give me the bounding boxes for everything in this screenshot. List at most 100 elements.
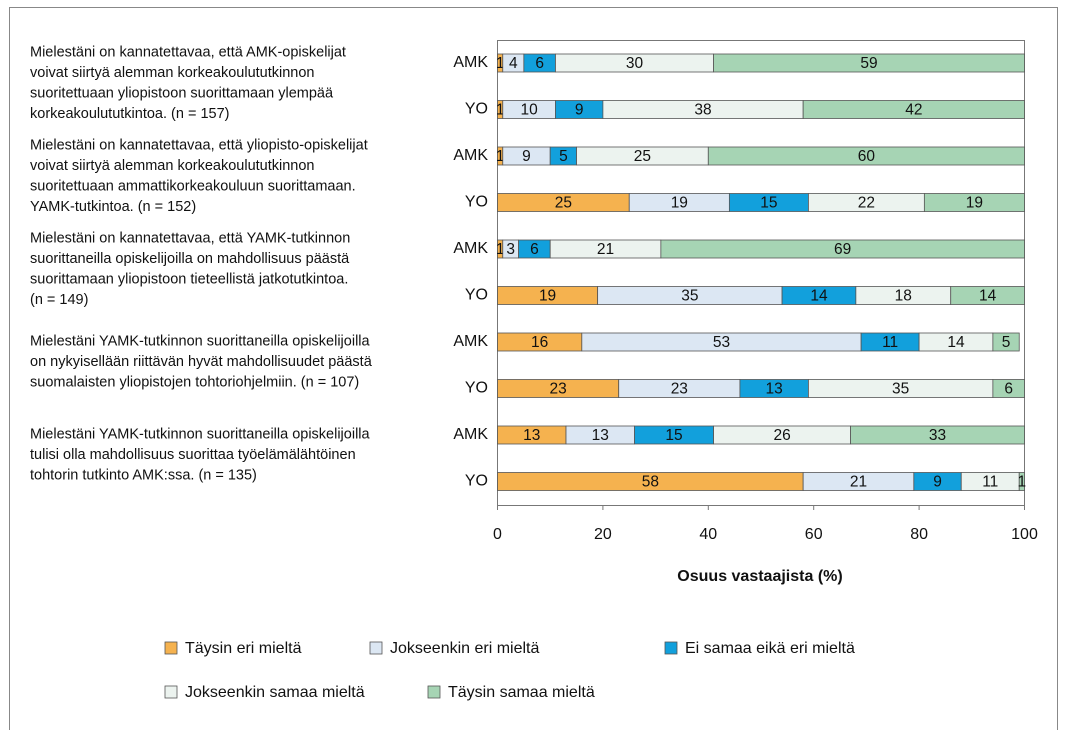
legend-label: Jokseenkin eri mieltä <box>390 640 540 657</box>
category-label: YO <box>465 101 488 118</box>
statement-line: suomalaisten yliopistojen tohtoriohjelmi… <box>30 375 359 391</box>
value-label: 38 <box>694 102 711 119</box>
value-label: 21 <box>597 241 614 258</box>
frame <box>9 7 1058 730</box>
value-label: 9 <box>575 102 584 119</box>
category-label: YO <box>465 287 488 304</box>
value-label: 6 <box>1004 381 1013 398</box>
value-label: 9 <box>522 148 531 165</box>
statement-line: suoritettuaan yliopistoon suorittamaan y… <box>30 85 334 101</box>
value-label: 13 <box>523 427 540 444</box>
legend-swatch <box>164 641 178 655</box>
value-label: 35 <box>681 288 698 305</box>
value-label: 11 <box>982 474 998 491</box>
statement-line: Mielestäni YAMK-tutkinnon suorittaneilla… <box>30 427 371 443</box>
value-label: 58 <box>642 474 659 491</box>
bar-segment <box>950 286 1025 305</box>
value-label: 14 <box>947 334 965 351</box>
statement-line: suorittamaan yliopistoon tieteellistä ja… <box>30 271 348 287</box>
bar-segment <box>992 379 1025 398</box>
statement-line: suoritettuaan ammattikorkeakouluun suori… <box>30 178 356 194</box>
legend-label: Ei samaa eikä eri mieltä <box>685 640 855 657</box>
value-label: 23 <box>671 381 688 398</box>
value-label: 19 <box>539 288 556 305</box>
statement-line: (n = 149) <box>30 292 88 308</box>
plot-area <box>497 40 1025 506</box>
value-label: 1 <box>496 148 505 165</box>
statement-line: suorittaneilla opiskelijoilla on mahdoll… <box>30 251 350 267</box>
bar-segment <box>992 332 1020 352</box>
value-label: 15 <box>665 427 682 444</box>
value-label: 5 <box>1002 334 1011 351</box>
category-label: YO <box>465 380 488 397</box>
x-axis-label: Osuus vastaajista (%) <box>677 568 842 585</box>
value-label: 1 <box>1018 474 1027 491</box>
legend-swatch <box>164 685 178 699</box>
category-label: YO <box>465 473 488 490</box>
x-tick-label: 20 <box>594 526 612 543</box>
bar-segment <box>707 146 1025 166</box>
value-label: 6 <box>530 241 539 258</box>
value-label: 10 <box>520 102 538 119</box>
value-label: 1 <box>496 102 505 119</box>
legend-label: Täysin samaa mieltä <box>448 684 595 701</box>
statement-line: on nykyisellään riittävän hyvät mahdolli… <box>30 354 373 370</box>
statement-line: Mielestäni YAMK-tutkinnon suorittaneilla… <box>30 334 371 350</box>
value-label: 9 <box>933 474 942 491</box>
statement-line: voivat siirtyä alemman korkeakoulututkin… <box>30 158 315 174</box>
value-label: 60 <box>858 148 876 165</box>
value-label: 15 <box>760 195 777 212</box>
x-tick-label: 0 <box>493 526 502 543</box>
bar-segment <box>713 53 1025 73</box>
value-label: 30 <box>626 55 644 72</box>
value-label: 11 <box>882 334 898 351</box>
x-tick-label: 40 <box>699 526 717 543</box>
value-label: 69 <box>834 241 851 258</box>
x-tick-label: 60 <box>805 526 823 543</box>
legend-swatch <box>369 641 383 655</box>
value-label: 42 <box>905 102 922 119</box>
value-label: 13 <box>592 427 609 444</box>
value-label: 1 <box>496 55 505 72</box>
value-label: 13 <box>766 381 783 398</box>
bar-segment <box>660 239 1025 259</box>
bar-segment <box>802 100 1025 119</box>
bar-segment <box>923 193 1025 212</box>
value-label: 35 <box>892 381 909 398</box>
legend-label: Täysin eri mieltä <box>185 640 302 657</box>
statement-line: korkeakoulututkintoa. (n = 157) <box>30 106 230 122</box>
value-label: 25 <box>634 148 651 165</box>
value-label: 25 <box>555 195 572 212</box>
statement-line: Mielestäni on kannatettavaa, että AMK-op… <box>30 44 346 60</box>
statement-line: Mielestäni on kannatettavaa, että YAMK-t… <box>30 230 350 246</box>
value-label: 33 <box>929 427 946 444</box>
value-label: 14 <box>810 288 828 305</box>
category-label: AMK <box>453 426 488 443</box>
legend-swatch <box>664 641 678 655</box>
value-label: 3 <box>506 241 515 258</box>
value-label: 22 <box>858 195 875 212</box>
value-label: 4 <box>509 55 518 72</box>
statement-line: tohtorin tutkinto AMK:ssa. (n = 135) <box>30 468 257 484</box>
x-tick-label: 100 <box>1011 526 1038 543</box>
value-label: 53 <box>713 334 730 351</box>
category-label: YO <box>465 194 488 211</box>
legend-swatch <box>427 685 441 699</box>
statement-line: tulisi olla mahdollisuus suorittaa työel… <box>30 447 356 463</box>
category-label: AMK <box>453 54 488 71</box>
value-label: 19 <box>966 195 983 212</box>
value-label: 23 <box>549 381 566 398</box>
value-label: 6 <box>535 55 544 72</box>
statement-line: voivat siirtyä alemman korkeakoulututkin… <box>30 65 315 81</box>
value-label: 26 <box>773 427 790 444</box>
value-label: 1 <box>496 241 505 258</box>
value-label: 5 <box>559 148 568 165</box>
value-label: 16 <box>531 334 548 351</box>
value-label: 19 <box>671 195 688 212</box>
value-label: 59 <box>860 55 877 72</box>
bar-segment <box>1018 472 1025 491</box>
value-label: 21 <box>850 474 867 491</box>
value-label: 14 <box>979 288 997 305</box>
category-label: AMK <box>453 240 488 257</box>
